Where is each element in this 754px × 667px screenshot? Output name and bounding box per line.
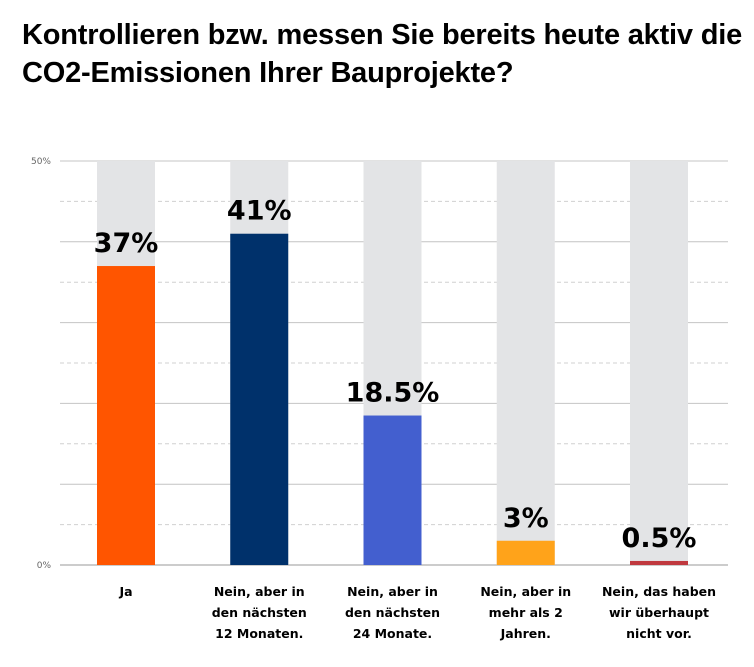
category-label: Nein, aber in den nächsten 24 Monate.: [345, 584, 440, 641]
data-label: 37%: [94, 228, 159, 259]
data-label: 3%: [503, 503, 549, 534]
bar: [230, 233, 289, 565]
bar: [97, 266, 155, 565]
category-label: Ja: [118, 584, 132, 599]
y-tick-label: 0%: [37, 561, 52, 571]
bars: [97, 161, 688, 565]
data-label: 18.5%: [346, 378, 440, 409]
y-tick-label: 50%: [31, 157, 51, 167]
bar: [630, 560, 688, 565]
y-axis-ticks: 0% 50%: [31, 157, 51, 571]
category-label: Nein, aber in den nächsten 12 Monaten.: [212, 584, 307, 641]
data-label: 41%: [227, 196, 292, 227]
bar: [363, 415, 422, 565]
page-title: Kontrollieren bzw. messen Sie bereits he…: [22, 19, 742, 89]
category-label: Nein, aber in mehr als 2 Jahren.: [480, 584, 571, 641]
bar-background: [630, 161, 688, 565]
bar: [496, 540, 555, 565]
category-labels: Ja Nein, aber in den nächsten 12 Monaten. Ne…: [118, 584, 716, 641]
bar-background: [496, 161, 555, 565]
value-labels: 37% 41% 18.5% 3% 0.5%: [94, 196, 697, 554]
data-label: 0.5%: [622, 523, 697, 554]
category-label: Nein, das haben wir überhaupt nicht vor.: [602, 584, 716, 641]
